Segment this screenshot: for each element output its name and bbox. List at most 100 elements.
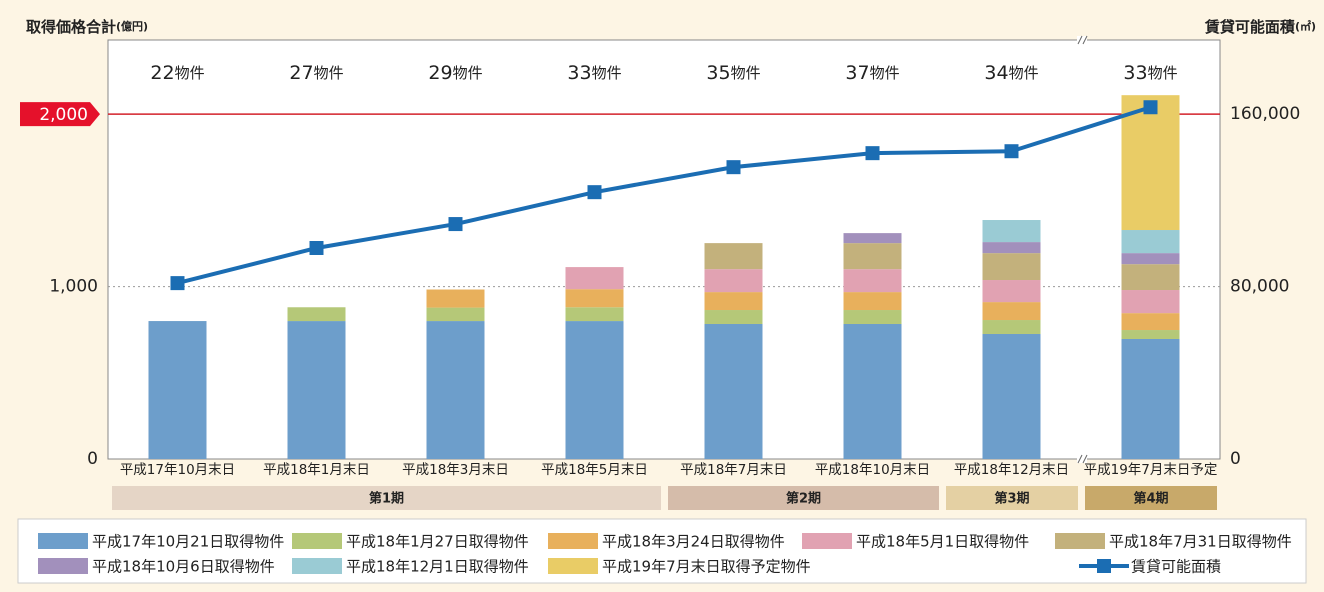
bar-segment — [287, 321, 346, 459]
legend-swatch — [38, 558, 88, 574]
count-unit: 物件 — [1148, 64, 1178, 82]
count-value: 33 — [567, 62, 591, 84]
count-value: 22 — [150, 62, 174, 84]
plot-area — [107, 39, 1221, 460]
count-value: 33 — [1123, 62, 1147, 84]
count-value: 27 — [289, 62, 313, 84]
legend-swatch — [548, 558, 598, 574]
bar-segment — [565, 321, 624, 459]
line-marker — [587, 185, 602, 200]
bar-segment — [982, 220, 1041, 243]
period-band — [668, 486, 939, 510]
legend-swatch — [292, 558, 342, 574]
count-value: 34 — [984, 62, 1008, 84]
bar-segment — [843, 233, 902, 244]
count-value: 37 — [845, 62, 869, 84]
bar-segment — [1121, 313, 1180, 331]
line-marker — [448, 217, 463, 232]
bar-segment — [982, 302, 1041, 321]
axis-break — [1077, 35, 1088, 464]
legend-label: 平成18年5月1日取得物件 — [856, 533, 1029, 551]
bar-segment — [1121, 95, 1180, 231]
legend-swatch — [1055, 533, 1105, 549]
bar-segment — [426, 307, 485, 322]
bar-segment — [843, 269, 902, 293]
y-axis-title: 取得価格合計(億円) — [26, 18, 148, 36]
count-label: 35物件 — [706, 62, 760, 84]
count-value: 29 — [428, 62, 452, 84]
line-marker — [1143, 100, 1158, 115]
period-label: 第2期 — [786, 491, 821, 507]
bar-segment — [843, 292, 902, 311]
count-unit: 物件 — [731, 64, 761, 82]
legend-label: 平成18年10月6日取得物件 — [92, 558, 275, 576]
legend-swatch — [292, 533, 342, 549]
bar-segment — [426, 289, 485, 308]
bar-segment — [704, 269, 763, 293]
count-label: 33物件 — [567, 62, 621, 84]
x-tick-label: 平成18年3月末日 — [402, 462, 509, 478]
line-marker — [170, 276, 185, 291]
bar-segment — [1121, 230, 1180, 254]
bar-segment — [843, 310, 902, 324]
line-marker — [1004, 144, 1019, 159]
y2-tick-label: 0 — [1230, 449, 1241, 469]
x-tick-label: 平成17年10月末日 — [120, 462, 235, 478]
bar-segment — [1121, 330, 1180, 339]
y2-tick-label: 160,000 — [1230, 104, 1300, 124]
legend-swatch — [548, 533, 598, 549]
bar-segment — [148, 321, 207, 459]
legend-label: 平成18年1月27日取得物件 — [346, 533, 529, 551]
x-tick-label: 平成18年1月末日 — [263, 462, 370, 478]
count-label: 33物件 — [1123, 62, 1177, 84]
period-band — [112, 486, 661, 510]
line-marker — [309, 240, 324, 255]
legend-marker — [1097, 559, 1111, 573]
legend-label: 平成17年10月21日取得物件 — [92, 533, 284, 551]
count-unit: 物件 — [175, 64, 205, 82]
y2-tick-label: 80,000 — [1230, 277, 1289, 297]
x-tick-label: 平成18年10月末日 — [815, 462, 930, 478]
bar-segment — [426, 321, 485, 459]
x-tick-label: 平成18年5月末日 — [541, 462, 648, 478]
count-unit: 物件 — [592, 64, 622, 82]
bar-segment — [287, 307, 346, 322]
bar-segment — [1121, 338, 1180, 459]
period-label: 第3期 — [994, 491, 1029, 507]
x-tick-label: 平成18年12月末日 — [954, 462, 1069, 478]
bar-segment — [982, 253, 1041, 281]
bar-segment — [843, 243, 902, 270]
count-value: 35 — [706, 62, 730, 84]
count-label: 27物件 — [289, 62, 343, 84]
y-unit: (億円) — [116, 19, 148, 33]
count-label: 29物件 — [428, 62, 482, 84]
legend-label: 平成19年7月末日取得予定物件 — [602, 558, 811, 576]
bar-segment — [1121, 290, 1180, 314]
legend-swatch — [802, 533, 852, 549]
count-unit: 物件 — [1009, 64, 1039, 82]
bar-segment — [704, 243, 763, 270]
period-label: 第1期 — [369, 491, 404, 507]
y-tick-label: 1,000 — [49, 277, 98, 297]
line-series — [177, 105, 1152, 286]
line-marker — [865, 146, 880, 161]
y2-unit: (㎡) — [1295, 19, 1316, 33]
y-tick-label: 2,000 — [39, 105, 88, 125]
y-label: 取得価格合計 — [26, 18, 116, 36]
legend-label: 平成18年3月24日取得物件 — [602, 533, 785, 551]
y2-label: 賃貸可能面積 — [1204, 18, 1296, 36]
bar-segment — [565, 267, 624, 290]
count-label: 22物件 — [150, 62, 204, 84]
bar-segment — [565, 289, 624, 308]
line-marker — [726, 160, 741, 175]
legend-label: 賃貸可能面積 — [1131, 558, 1221, 576]
bar-segment — [704, 310, 763, 324]
y-tick-label: 0 — [87, 449, 98, 469]
x-tick-label: 平成19年7月末日予定 — [1084, 462, 1218, 478]
bar-segment — [1121, 264, 1180, 291]
bar-segment — [704, 323, 763, 459]
y2-axis-title: 賃貸可能面積(㎡) — [1204, 18, 1316, 36]
bar-segment — [704, 292, 763, 311]
legend-box — [17, 518, 1307, 584]
